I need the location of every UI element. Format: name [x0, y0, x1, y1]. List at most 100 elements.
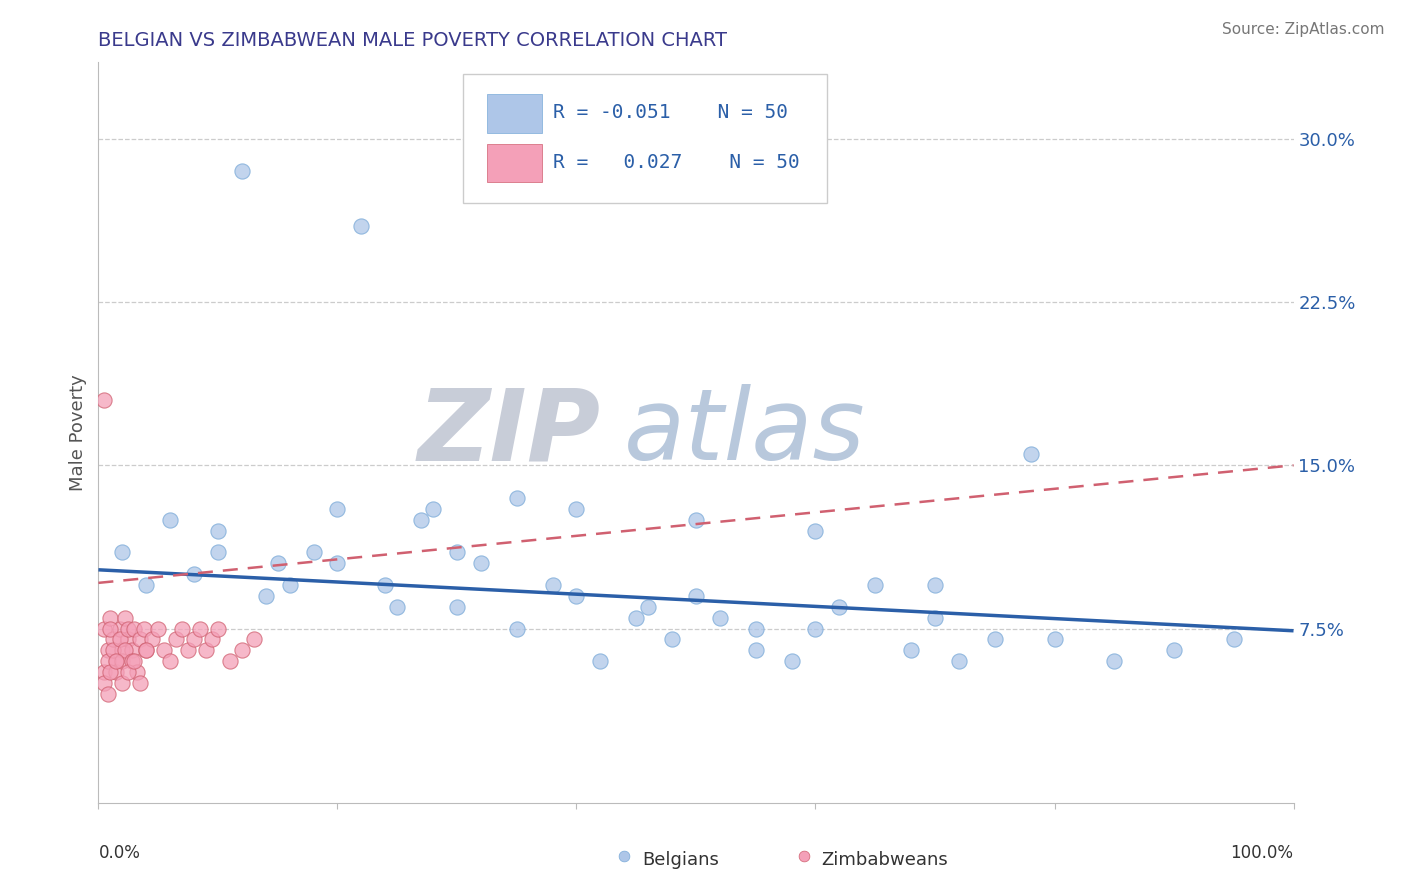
- Point: [98, 622, 122, 636]
- Point: [105, 654, 128, 668]
- FancyBboxPatch shape: [486, 144, 541, 182]
- Point: [111, 545, 134, 559]
- Text: 0.0%: 0.0%: [98, 844, 141, 862]
- Point: [231, 643, 253, 657]
- Text: atlas: atlas: [624, 384, 866, 481]
- Point: [108, 632, 131, 647]
- Point: [422, 501, 444, 516]
- Point: [111, 643, 134, 657]
- Point: [135, 643, 157, 657]
- Point: [506, 622, 529, 636]
- Point: [865, 578, 887, 592]
- Point: [385, 599, 409, 614]
- Point: [267, 556, 290, 570]
- Point: [565, 501, 588, 516]
- Text: Zimbabweans: Zimbabweans: [821, 851, 948, 869]
- Point: [93, 392, 115, 407]
- Point: [195, 643, 218, 657]
- Point: [97, 687, 120, 701]
- Point: [148, 622, 170, 636]
- Point: [626, 611, 648, 625]
- Point: [114, 611, 136, 625]
- Point: [93, 676, 115, 690]
- FancyBboxPatch shape: [463, 73, 827, 203]
- Point: [589, 654, 612, 668]
- Point: [153, 643, 176, 657]
- Point: [506, 491, 529, 505]
- Point: [780, 654, 803, 668]
- Text: R =   0.027    N = 50: R = 0.027 N = 50: [553, 153, 799, 172]
- Point: [541, 578, 564, 592]
- Point: [129, 676, 152, 690]
- Point: [98, 611, 122, 625]
- Point: [97, 654, 120, 668]
- Point: [98, 665, 122, 680]
- Point: [132, 622, 155, 636]
- Point: [745, 643, 768, 657]
- Point: [125, 665, 148, 680]
- Point: [302, 545, 325, 559]
- Point: [121, 654, 143, 668]
- Text: Belgians: Belgians: [643, 851, 718, 869]
- Y-axis label: Male Poverty: Male Poverty: [69, 375, 87, 491]
- Point: [685, 589, 707, 603]
- Point: [374, 578, 396, 592]
- Text: R = -0.051    N = 50: R = -0.051 N = 50: [553, 103, 787, 121]
- Point: [1043, 632, 1066, 647]
- Point: [117, 632, 139, 647]
- Point: [114, 643, 136, 657]
- Point: [446, 599, 468, 614]
- Point: [745, 622, 768, 636]
- Point: [470, 556, 492, 570]
- Text: 100.0%: 100.0%: [1230, 844, 1294, 862]
- Point: [117, 622, 139, 636]
- Point: [105, 654, 128, 668]
- Point: [183, 567, 205, 582]
- Point: [231, 164, 253, 178]
- Point: [948, 654, 970, 668]
- FancyBboxPatch shape: [486, 95, 541, 133]
- Point: [804, 524, 827, 538]
- Point: [129, 632, 152, 647]
- Point: [1019, 447, 1042, 461]
- Point: [183, 632, 205, 647]
- Text: BELGIAN VS ZIMBABWEAN MALE POVERTY CORRELATION CHART: BELGIAN VS ZIMBABWEAN MALE POVERTY CORRE…: [98, 30, 727, 50]
- Point: [201, 632, 224, 647]
- Text: ZIP: ZIP: [418, 384, 600, 481]
- Point: [924, 578, 946, 592]
- Point: [350, 219, 373, 233]
- Point: [97, 643, 120, 657]
- Point: [135, 578, 157, 592]
- Point: [1163, 643, 1185, 657]
- Point: [411, 513, 433, 527]
- Point: [709, 611, 731, 625]
- Point: [1104, 654, 1126, 668]
- Point: [326, 501, 349, 516]
- Point: [637, 599, 659, 614]
- Point: [207, 524, 229, 538]
- Point: [111, 676, 134, 690]
- Point: [828, 599, 851, 614]
- Point: [565, 589, 588, 603]
- Point: [254, 589, 277, 603]
- Point: [111, 654, 134, 668]
- Point: [661, 632, 683, 647]
- Point: [135, 643, 157, 657]
- Point: [172, 622, 194, 636]
- Point: [117, 665, 139, 680]
- Point: [1223, 632, 1246, 647]
- Point: [101, 643, 124, 657]
- Point: [243, 632, 266, 647]
- Point: [121, 643, 143, 657]
- Point: [984, 632, 1007, 647]
- Point: [93, 622, 115, 636]
- Text: Source: ZipAtlas.com: Source: ZipAtlas.com: [1222, 22, 1385, 37]
- Point: [804, 622, 827, 636]
- Point: [207, 622, 229, 636]
- Point: [188, 622, 211, 636]
- Point: [207, 545, 229, 559]
- Point: [101, 632, 124, 647]
- Point: [93, 665, 115, 680]
- Point: [685, 513, 707, 527]
- Point: [165, 632, 187, 647]
